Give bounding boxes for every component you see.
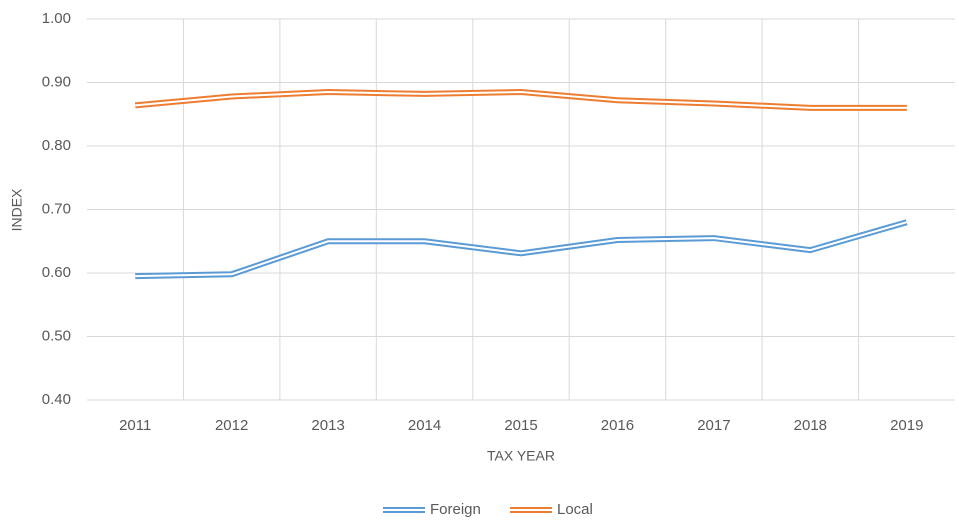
x-tick-label: 2014 bbox=[408, 417, 441, 434]
series-line bbox=[134, 89, 907, 111]
legend-label: Foreign bbox=[430, 501, 481, 518]
y-tick-label: 0.40 bbox=[42, 391, 71, 408]
y-tick-label: 0.80 bbox=[42, 137, 71, 154]
series-line-inner bbox=[135, 221, 908, 278]
x-tick-label: 2017 bbox=[697, 417, 730, 434]
x-tick-label: 2016 bbox=[601, 417, 634, 434]
y-axis-title: INDEX bbox=[9, 188, 25, 231]
y-tick-label: 0.50 bbox=[42, 327, 71, 344]
x-tick-label: 2015 bbox=[504, 417, 537, 434]
y-tick-label: 0.90 bbox=[42, 73, 71, 90]
x-tick-label: 2011 bbox=[119, 417, 151, 434]
legend-label: Local bbox=[557, 501, 593, 518]
x-axis-title: TAX YEAR bbox=[487, 448, 555, 464]
y-tick-label: 1.00 bbox=[42, 10, 71, 27]
y-tick-label: 0.60 bbox=[42, 264, 71, 281]
x-tick-label: 2013 bbox=[311, 417, 344, 434]
x-tick-label: 2012 bbox=[215, 417, 248, 434]
x-tick-label: 2019 bbox=[890, 417, 923, 434]
x-tick-label: 2018 bbox=[794, 417, 827, 434]
y-tick-label: 0.70 bbox=[42, 200, 71, 217]
series-line-inner bbox=[135, 91, 907, 109]
